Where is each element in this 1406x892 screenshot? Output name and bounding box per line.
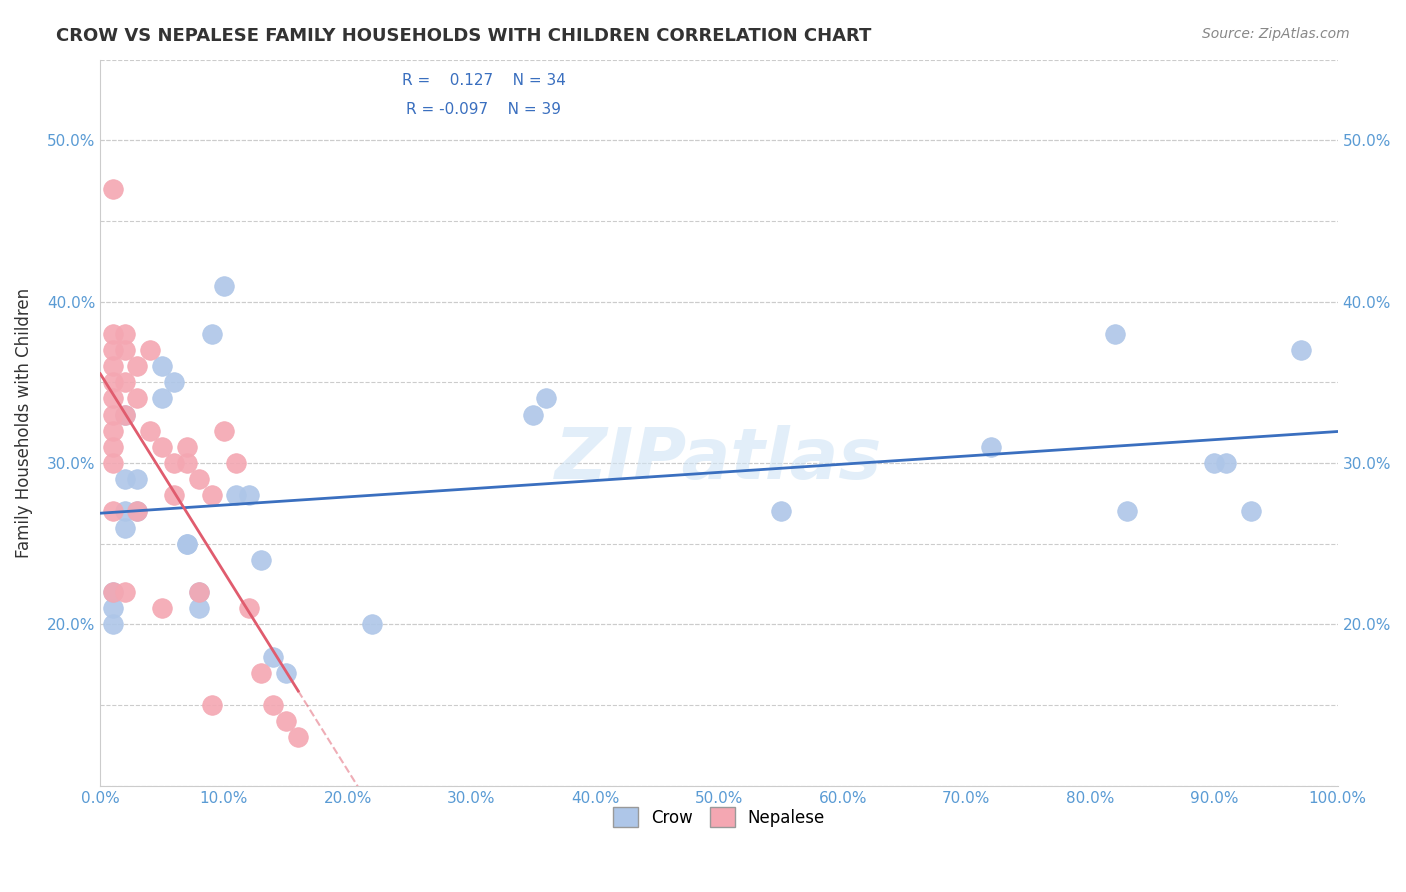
Point bbox=[101, 440, 124, 454]
Point bbox=[114, 326, 136, 341]
Point bbox=[176, 537, 198, 551]
Point bbox=[139, 343, 162, 357]
Point bbox=[225, 456, 247, 470]
Point bbox=[212, 278, 235, 293]
Point bbox=[201, 326, 224, 341]
Point bbox=[150, 359, 173, 374]
Point bbox=[101, 326, 124, 341]
Point bbox=[127, 504, 149, 518]
Point bbox=[250, 665, 273, 680]
Point bbox=[101, 408, 124, 422]
Point bbox=[1289, 343, 1312, 357]
Point bbox=[176, 440, 198, 454]
Point bbox=[101, 617, 124, 632]
Point bbox=[250, 553, 273, 567]
Text: CROW VS NEPALESE FAMILY HOUSEHOLDS WITH CHILDREN CORRELATION CHART: CROW VS NEPALESE FAMILY HOUSEHOLDS WITH … bbox=[56, 27, 872, 45]
Point bbox=[212, 424, 235, 438]
Point bbox=[769, 504, 792, 518]
Point bbox=[114, 585, 136, 599]
Point bbox=[163, 488, 186, 502]
Point bbox=[176, 537, 198, 551]
Point bbox=[101, 456, 124, 470]
Point bbox=[163, 456, 186, 470]
Point bbox=[188, 585, 211, 599]
Point bbox=[127, 359, 149, 374]
Y-axis label: Family Households with Children: Family Households with Children bbox=[15, 287, 32, 558]
Point bbox=[101, 601, 124, 615]
Point bbox=[1215, 456, 1237, 470]
Point bbox=[127, 392, 149, 406]
Point bbox=[139, 424, 162, 438]
Text: ZIPatlas: ZIPatlas bbox=[555, 425, 883, 493]
Point bbox=[101, 359, 124, 374]
Point bbox=[201, 698, 224, 712]
Point bbox=[114, 472, 136, 486]
Point bbox=[127, 472, 149, 486]
Point bbox=[114, 520, 136, 534]
Text: R = -0.097    N = 39: R = -0.097 N = 39 bbox=[406, 102, 561, 117]
Point bbox=[150, 440, 173, 454]
Point bbox=[287, 731, 309, 745]
Point bbox=[101, 182, 124, 196]
Point bbox=[1202, 456, 1225, 470]
Point bbox=[101, 343, 124, 357]
Point bbox=[114, 504, 136, 518]
Point bbox=[263, 649, 285, 664]
Point bbox=[522, 408, 544, 422]
Point bbox=[101, 504, 124, 518]
Legend: Crow, Nepalese: Crow, Nepalese bbox=[605, 798, 834, 836]
Point bbox=[150, 392, 173, 406]
Point bbox=[361, 617, 384, 632]
Point bbox=[534, 392, 557, 406]
Point bbox=[127, 504, 149, 518]
Point bbox=[114, 408, 136, 422]
Text: Source: ZipAtlas.com: Source: ZipAtlas.com bbox=[1202, 27, 1350, 41]
Point bbox=[101, 392, 124, 406]
Point bbox=[225, 488, 247, 502]
Point bbox=[101, 585, 124, 599]
Point bbox=[1116, 504, 1139, 518]
Point bbox=[238, 488, 260, 502]
Point bbox=[274, 665, 297, 680]
Point bbox=[188, 472, 211, 486]
Point bbox=[201, 488, 224, 502]
Point bbox=[163, 376, 186, 390]
Point bbox=[1104, 326, 1126, 341]
Point bbox=[101, 585, 124, 599]
Point bbox=[101, 424, 124, 438]
Point bbox=[1240, 504, 1263, 518]
Point bbox=[263, 698, 285, 712]
Point bbox=[150, 601, 173, 615]
Point bbox=[101, 376, 124, 390]
Point bbox=[980, 440, 1002, 454]
Point bbox=[238, 601, 260, 615]
Point bbox=[114, 408, 136, 422]
Point bbox=[114, 376, 136, 390]
Text: R =    0.127    N = 34: R = 0.127 N = 34 bbox=[402, 73, 565, 88]
Point bbox=[176, 456, 198, 470]
Point bbox=[114, 343, 136, 357]
Point bbox=[188, 585, 211, 599]
Point bbox=[274, 714, 297, 729]
Point bbox=[188, 601, 211, 615]
